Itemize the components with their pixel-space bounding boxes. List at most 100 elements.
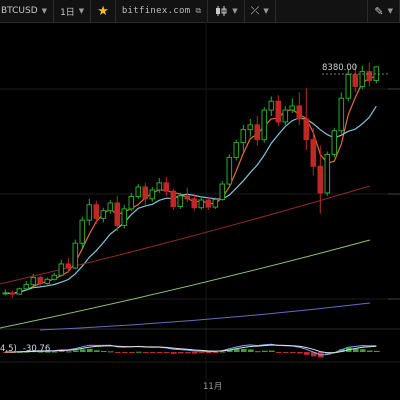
candle-body bbox=[282, 109, 289, 123]
candle-body bbox=[79, 219, 86, 244]
candle-body bbox=[44, 278, 51, 284]
candle-body bbox=[170, 190, 177, 208]
candle-body bbox=[198, 199, 205, 209]
histogram-bar bbox=[290, 352, 296, 353]
histogram-bar bbox=[66, 351, 72, 353]
candle-body bbox=[58, 263, 65, 276]
candlestick-icon bbox=[216, 6, 227, 16]
histogram-bar bbox=[192, 352, 198, 354]
indicator-params: 4,5) bbox=[0, 344, 17, 354]
candle-body bbox=[65, 263, 72, 269]
histogram-bar bbox=[129, 352, 135, 353]
caret-down-icon: ▼ bbox=[41, 7, 48, 15]
histogram-bar bbox=[227, 349, 233, 352]
price-chart[interactable] bbox=[0, 22, 400, 400]
indicator-label: 4,5) -30.76 bbox=[0, 344, 50, 354]
moving-average-line bbox=[0, 239, 371, 329]
histogram-bar bbox=[241, 348, 247, 352]
candle-body bbox=[135, 186, 142, 197]
histogram-bar bbox=[325, 352, 331, 355]
caret-down-icon: ▼ bbox=[78, 7, 85, 15]
histogram-bar bbox=[108, 351, 114, 353]
drawing-tool-icon: ⤫ bbox=[250, 4, 260, 17]
candle-body bbox=[331, 130, 338, 155]
chart-type-button[interactable]: ▼ bbox=[208, 0, 245, 22]
histogram-bar bbox=[374, 350, 380, 352]
caret-down-icon: ▼ bbox=[263, 7, 269, 15]
candle-body bbox=[275, 100, 282, 123]
candle-body bbox=[114, 202, 121, 226]
x-tick-label: 11月 bbox=[203, 382, 223, 392]
histogram-bar bbox=[150, 352, 156, 353]
histogram-bar bbox=[234, 349, 240, 352]
histogram-bar bbox=[136, 351, 142, 353]
favorite-button[interactable]: ★ bbox=[91, 0, 116, 22]
moving-average-line bbox=[5, 75, 377, 295]
candle-body bbox=[30, 277, 37, 286]
candle-body bbox=[156, 182, 163, 191]
histogram-bar bbox=[367, 350, 373, 352]
candle-body bbox=[191, 198, 198, 209]
histogram-bar bbox=[248, 349, 254, 352]
external-link-icon: ⧉ bbox=[195, 6, 202, 15]
pen-tool-button[interactable]: ✎ ▼ bbox=[367, 0, 400, 22]
candle-body bbox=[296, 105, 303, 120]
interval-label: 1日 bbox=[60, 7, 75, 18]
histogram-bar bbox=[297, 352, 303, 354]
candle-body bbox=[72, 242, 79, 269]
candle-body bbox=[212, 198, 219, 208]
symbol-selector[interactable]: BTCUSD ▼ bbox=[0, 0, 55, 22]
candle-body bbox=[9, 292, 16, 295]
candle-body bbox=[289, 105, 296, 111]
histogram-bar bbox=[171, 352, 177, 354]
last-price-label: 8380.00 bbox=[322, 63, 358, 73]
indicator-value: -30.76 bbox=[22, 344, 51, 354]
drawing-tool-button[interactable]: ⤫ ▼ bbox=[245, 0, 276, 22]
histogram-bar bbox=[199, 352, 205, 354]
candle-body bbox=[177, 195, 184, 208]
candle-body bbox=[93, 204, 100, 219]
histogram-bar bbox=[255, 351, 261, 353]
interval-selector[interactable]: 1日 ▼ bbox=[54, 0, 92, 22]
candle-body bbox=[23, 284, 30, 290]
histogram-bar bbox=[122, 352, 128, 353]
star-icon: ★ bbox=[97, 3, 109, 19]
exchange-domain: bitfinex.com bbox=[121, 6, 191, 16]
candle-body bbox=[233, 142, 240, 158]
histogram-bar bbox=[38, 351, 44, 353]
histogram-bar bbox=[213, 352, 219, 353]
histogram-bar bbox=[339, 349, 345, 352]
candle-body bbox=[240, 129, 247, 144]
histogram-bar bbox=[94, 350, 100, 352]
histogram-bar bbox=[283, 352, 289, 353]
histogram-bar bbox=[164, 352, 170, 353]
candle-body bbox=[37, 277, 44, 284]
histogram-bar bbox=[353, 348, 359, 352]
candle-body bbox=[149, 189, 156, 200]
histogram-bar bbox=[262, 350, 268, 352]
candle-body bbox=[184, 195, 191, 200]
candle-body bbox=[128, 195, 135, 210]
histogram-bar bbox=[311, 352, 317, 357]
candle-body bbox=[303, 118, 310, 141]
symbol-label: BTCUSD bbox=[1, 6, 38, 16]
moving-average-line bbox=[39, 302, 371, 331]
candle-body bbox=[2, 292, 9, 295]
candle-body bbox=[352, 74, 359, 87]
candle-body bbox=[310, 139, 317, 167]
histogram-bar bbox=[269, 350, 275, 352]
histogram-bar bbox=[185, 352, 191, 354]
candle-body bbox=[268, 100, 275, 111]
histogram-bar bbox=[360, 349, 366, 352]
histogram-bar bbox=[73, 350, 79, 352]
candle-body bbox=[163, 182, 170, 192]
histogram-bar bbox=[101, 351, 107, 353]
histogram-bar bbox=[157, 352, 163, 353]
caret-down-icon: ▼ bbox=[232, 7, 238, 15]
candle-body bbox=[107, 202, 114, 212]
histogram-bar bbox=[220, 351, 226, 353]
candle-body bbox=[317, 165, 324, 194]
exchange-link[interactable]: bitfinex.com ⧉ bbox=[116, 0, 209, 22]
candle-body bbox=[366, 71, 373, 81]
candle-body bbox=[226, 156, 233, 185]
